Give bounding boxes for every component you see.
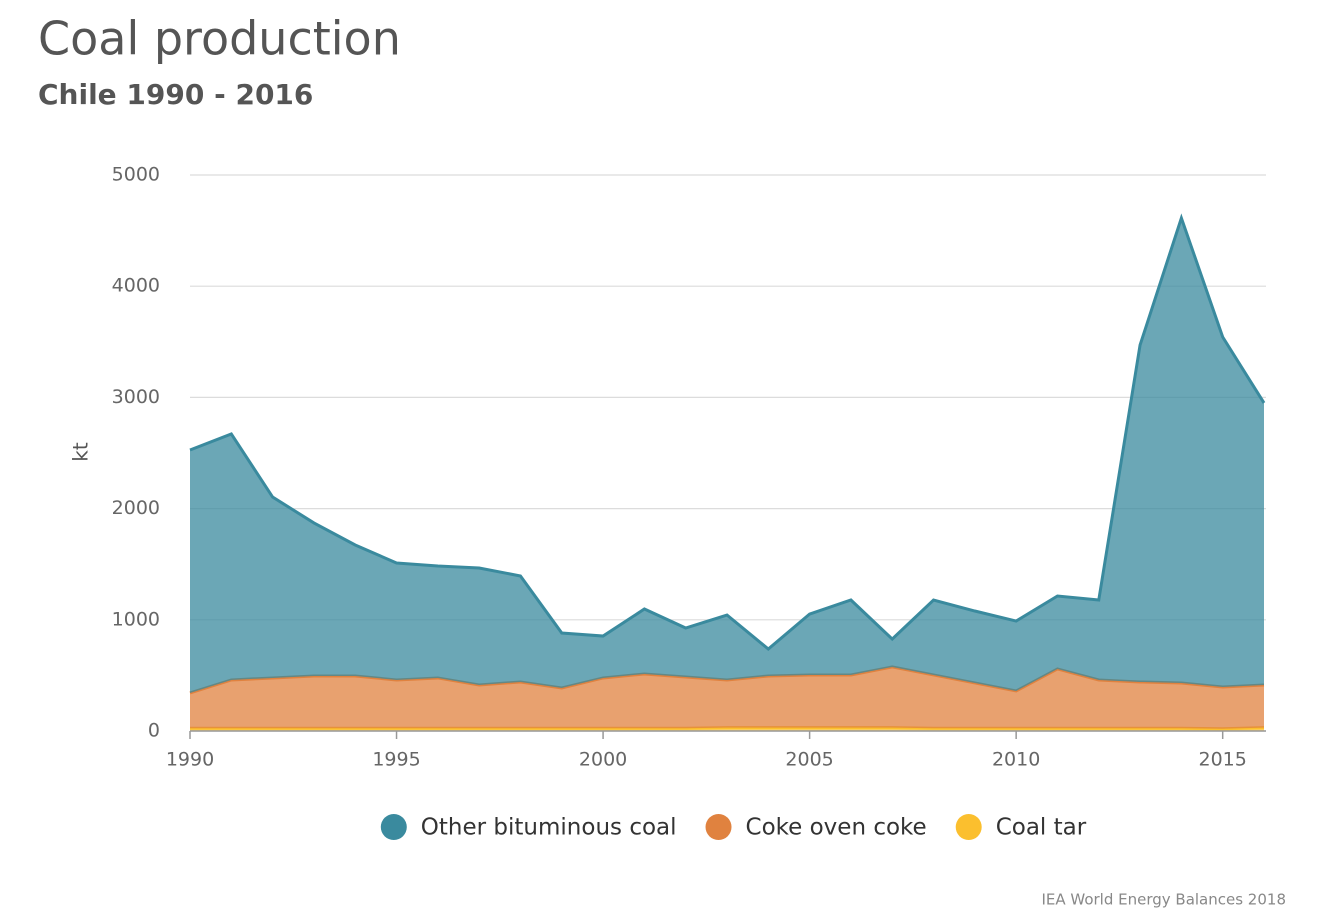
y-tick-label: 0 <box>148 720 160 742</box>
legend-label: Coke oven coke <box>746 815 927 841</box>
x-tick-label: 2005 <box>785 749 833 771</box>
legend-item: Coke oven coke <box>705 814 927 841</box>
x-tick-label: 2000 <box>579 749 627 771</box>
y-tick-label: 5000 <box>112 164 160 186</box>
legend-label: Other bituminous coal <box>421 815 677 841</box>
chart-title: Coal production <box>38 12 401 66</box>
x-tick-label: 1995 <box>372 749 420 771</box>
legend-label: Coal tar <box>996 815 1087 841</box>
x-tick-label: 2010 <box>992 749 1040 771</box>
y-tick-label: 3000 <box>112 386 160 408</box>
legend-swatch <box>705 814 732 840</box>
legend-item: Other bituminous coal <box>380 814 677 841</box>
x-tick-label: 2015 <box>1199 749 1247 771</box>
y-tick-label: 1000 <box>112 608 160 630</box>
area-fill <box>190 218 1264 693</box>
legend-swatch <box>955 814 982 840</box>
legend-item: Coal tar <box>955 814 1087 841</box>
chart-subtitle: Chile 1990 - 2016 <box>38 78 313 111</box>
x-tick-label: 1990 <box>166 749 214 771</box>
source-note: IEA World Energy Balances 2018 <box>1041 891 1286 909</box>
area-line <box>189 213 1266 652</box>
legend-swatch <box>380 814 407 840</box>
y-tick-label: 4000 <box>112 275 160 297</box>
y-axis-label: kt <box>69 442 93 462</box>
y-tick-label: 2000 <box>112 497 160 519</box>
